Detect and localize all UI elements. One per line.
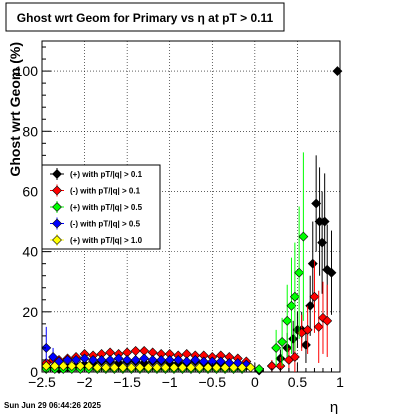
data-point: [147, 355, 158, 365]
footer-timestamp: Sun Jun 29 06:44:26 2025: [4, 401, 101, 410]
x-tick-label: −1: [162, 374, 178, 390]
data-point: [75, 361, 86, 371]
data-point: [322, 315, 333, 326]
legend-marker: [52, 169, 62, 179]
legend-marker: [52, 185, 62, 196]
x-tick-label: −2: [77, 374, 93, 390]
data-point: [66, 361, 77, 371]
data-point: [301, 339, 311, 350]
x-tick-label: 0.5: [288, 374, 308, 390]
y-axis-title: Ghost wrt Geom (%): [7, 42, 23, 177]
data-point: [288, 333, 299, 344]
data-point: [302, 324, 313, 335]
data-point: [181, 356, 192, 367]
title-box: [5, 2, 285, 32]
data-point: [156, 355, 167, 365]
data-point: [41, 343, 52, 353]
data-point: [88, 355, 99, 365]
x-tick-label: −2.5: [28, 374, 56, 390]
data-point: [41, 361, 52, 371]
x-axis-title: η: [330, 399, 338, 414]
data-point: [298, 231, 309, 242]
y-tick-label: 60: [22, 183, 38, 199]
legend: (+) with pT/|q| > 0.1 (-) with pT/|q| > 0…: [41, 164, 161, 250]
data-point: [319, 216, 330, 227]
data-point: [152, 362, 162, 373]
data-point: [254, 364, 265, 374]
x-tick-label: 1: [336, 374, 344, 390]
data-point: [79, 353, 90, 364]
data-point: [245, 362, 256, 373]
data-point: [307, 258, 318, 269]
legend-label: (-) with pT/|q| > 0.5: [70, 220, 141, 229]
chart-title: Ghost wrt Geom for Primary vs η at pT > …: [17, 11, 274, 25]
data-point: [100, 362, 111, 373]
data-point: [62, 355, 73, 365]
data-point: [289, 352, 300, 362]
data-point: [48, 352, 58, 362]
legend-label: (+) with pT/|q| > 0.1: [70, 170, 143, 179]
y-tick-label: 80: [22, 123, 38, 139]
data-point: [134, 362, 145, 373]
data-point: [289, 291, 300, 302]
data-point: [220, 362, 230, 373]
data-point: [71, 355, 81, 365]
data-point: [109, 362, 120, 373]
data-point: [294, 267, 305, 278]
y-tick-label: 40: [22, 244, 38, 260]
data-point: [139, 353, 150, 364]
data-point: [173, 355, 184, 365]
data-point: [277, 336, 288, 347]
series-5: [41, 361, 256, 373]
data-point: [309, 291, 320, 302]
data-point: [215, 356, 226, 367]
y-tick-label: 0: [30, 364, 38, 380]
data-point: [237, 362, 248, 373]
legend-label: (+) with pT/|q| > 0.5: [70, 203, 143, 212]
data-point: [271, 343, 282, 353]
data-point: [211, 362, 222, 373]
legend-marker: [52, 218, 62, 229]
data-point: [194, 362, 205, 373]
series-group: [41, 66, 343, 376]
legend-marker: [52, 202, 62, 212]
data-point: [83, 361, 94, 371]
data-point: [190, 355, 201, 365]
data-point: [160, 362, 171, 373]
data-point: [313, 321, 324, 332]
data-point: [126, 362, 137, 373]
data-point: [143, 362, 154, 373]
data-point: [49, 361, 60, 371]
data-point: [198, 356, 209, 367]
legend-marker: [52, 235, 62, 245]
data-point: [282, 315, 293, 326]
data-point: [326, 267, 337, 278]
y-tick-label: 20: [22, 304, 38, 320]
data-point: [186, 362, 196, 373]
data-point: [113, 353, 124, 364]
data-point: [169, 362, 179, 373]
axes: −2.5 −2 −1.5 −1 −0.5 0 0.5 1 0 20 40 60 80 100: [15, 46, 344, 390]
x-tick-label: −1.5: [113, 374, 141, 390]
x-tick-label: −0.5: [198, 374, 226, 390]
data-point: [203, 362, 213, 373]
legend-label: (+) with pT/|q| > 1.0: [70, 236, 143, 245]
data-point: [130, 355, 141, 365]
data-point: [96, 355, 107, 365]
legend-label: (-) with pT/|q| > 0.1: [70, 187, 141, 196]
data-point: [332, 66, 343, 77]
data-point: [117, 362, 128, 373]
x-tick-label: 0: [251, 374, 259, 390]
data-point: [58, 361, 69, 371]
data-point: [177, 362, 188, 373]
y-tick-label: 100: [15, 63, 39, 79]
data-point: [92, 362, 103, 373]
data-point: [228, 362, 239, 373]
data-point: [105, 355, 116, 365]
